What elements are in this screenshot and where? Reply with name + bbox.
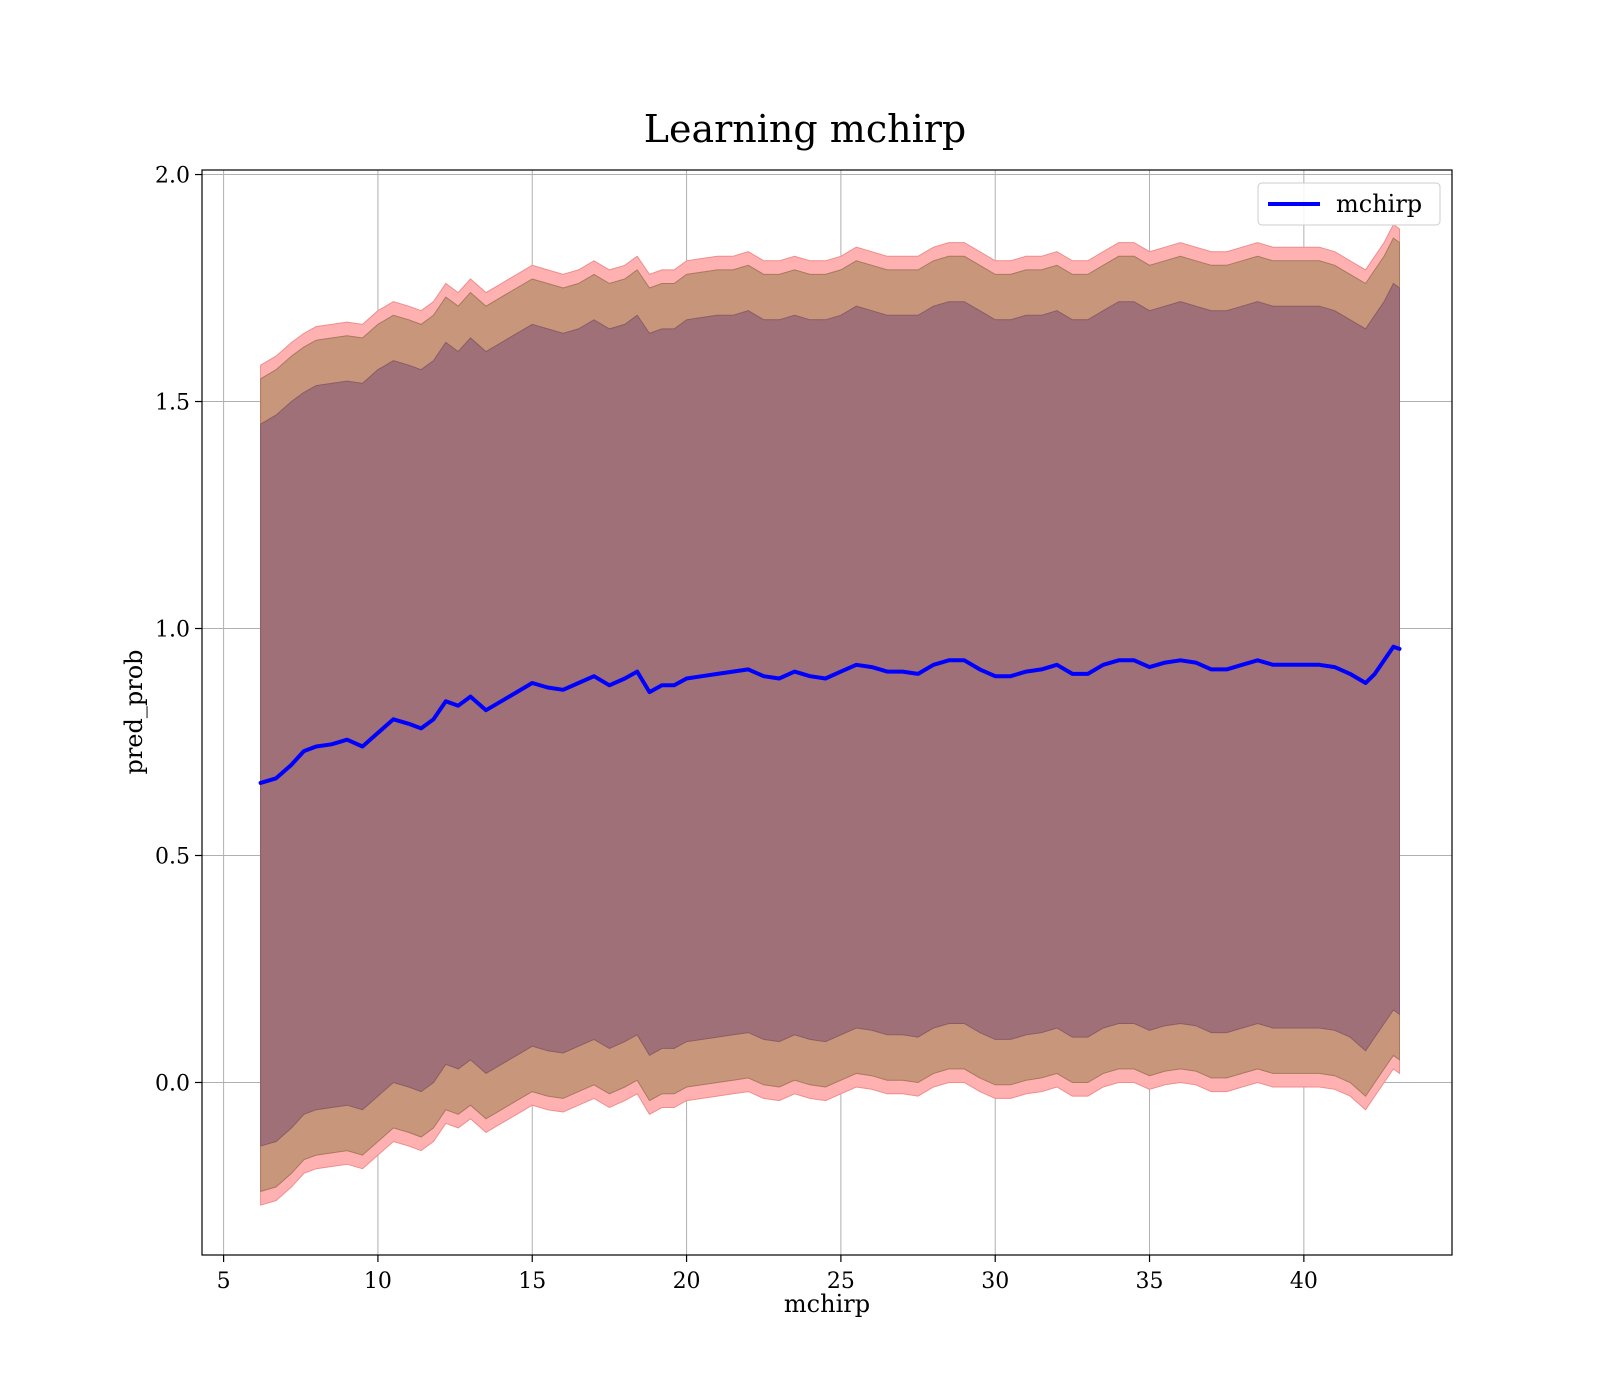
x-tick-label: 10 (364, 1269, 392, 1294)
y-tick-label: 0.5 (155, 845, 190, 870)
x-axis-label: mchirp (784, 1290, 870, 1318)
legend: mchirp (1257, 182, 1441, 226)
legend-entry-label: mchirp (1336, 190, 1422, 218)
x-tick-label: 35 (1136, 1269, 1164, 1294)
y-tick-label: 2.0 (155, 164, 190, 189)
bands (260, 223, 1400, 1206)
chart-title: Learning mchirp (644, 107, 966, 151)
series-line-mchirp (258, 644, 1402, 785)
y-axis-label: pred_prob (120, 649, 148, 774)
series-layer (258, 644, 1402, 785)
y-tick-label: 0.0 (155, 1071, 190, 1096)
legend-box (1257, 182, 1441, 226)
y-tick-label: 1.5 (155, 391, 190, 416)
x-tick-label: 25 (827, 1269, 855, 1294)
x-tick-label: 40 (1290, 1269, 1318, 1294)
plot-frame (201, 169, 1453, 1256)
x-tick-label: 15 (518, 1269, 546, 1294)
x-tick-label: 5 (217, 1269, 231, 1294)
band-inner (260, 282, 1400, 1147)
x-tick-label: 20 (673, 1269, 701, 1294)
x-tick-label: 30 (981, 1269, 1009, 1294)
y-axis: 0.0 0.5 1.0 1.5 2.0 (155, 164, 202, 1096)
y-tick-label: 1.0 (155, 618, 190, 643)
x-axis: 5 10 15 20 25 30 35 40 (217, 1255, 1318, 1294)
